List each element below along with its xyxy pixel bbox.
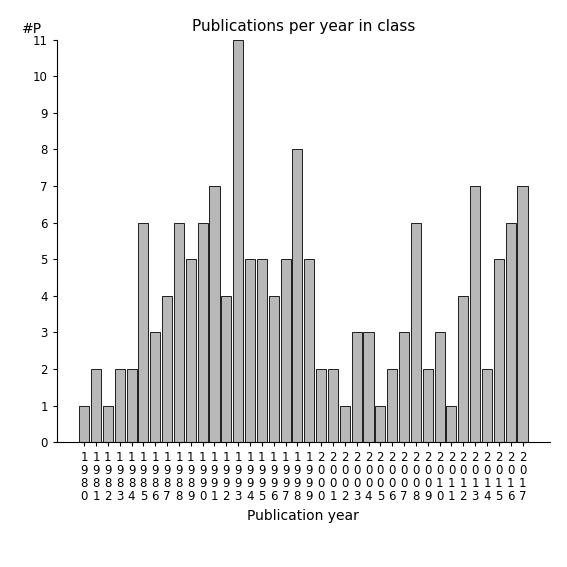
Bar xyxy=(221,296,231,442)
Bar xyxy=(411,223,421,442)
Text: #P: #P xyxy=(22,22,43,36)
Bar xyxy=(162,296,172,442)
Bar xyxy=(257,259,267,442)
Bar xyxy=(115,369,125,442)
Bar xyxy=(186,259,196,442)
Bar xyxy=(387,369,397,442)
Bar xyxy=(198,223,208,442)
Bar xyxy=(399,332,409,442)
Bar xyxy=(446,405,456,442)
Bar xyxy=(494,259,504,442)
Bar xyxy=(423,369,433,442)
Bar xyxy=(458,296,468,442)
Bar xyxy=(126,369,137,442)
Bar xyxy=(470,186,480,442)
Title: Publications per year in class: Publications per year in class xyxy=(192,19,415,35)
Bar xyxy=(506,223,516,442)
Bar xyxy=(245,259,255,442)
Bar xyxy=(209,186,219,442)
Bar xyxy=(269,296,279,442)
Bar xyxy=(352,332,362,442)
Bar xyxy=(482,369,492,442)
Bar xyxy=(150,332,160,442)
Bar xyxy=(328,369,338,442)
Bar xyxy=(375,405,386,442)
Bar xyxy=(91,369,101,442)
Bar xyxy=(340,405,350,442)
Bar xyxy=(281,259,291,442)
Bar xyxy=(233,40,243,442)
Bar xyxy=(103,405,113,442)
X-axis label: Publication year: Publication year xyxy=(247,509,359,523)
Bar xyxy=(79,405,89,442)
Bar xyxy=(518,186,527,442)
Bar xyxy=(138,223,149,442)
Bar xyxy=(363,332,374,442)
Bar xyxy=(174,223,184,442)
Bar xyxy=(293,150,302,442)
Bar xyxy=(304,259,314,442)
Bar xyxy=(316,369,326,442)
Bar xyxy=(434,332,445,442)
